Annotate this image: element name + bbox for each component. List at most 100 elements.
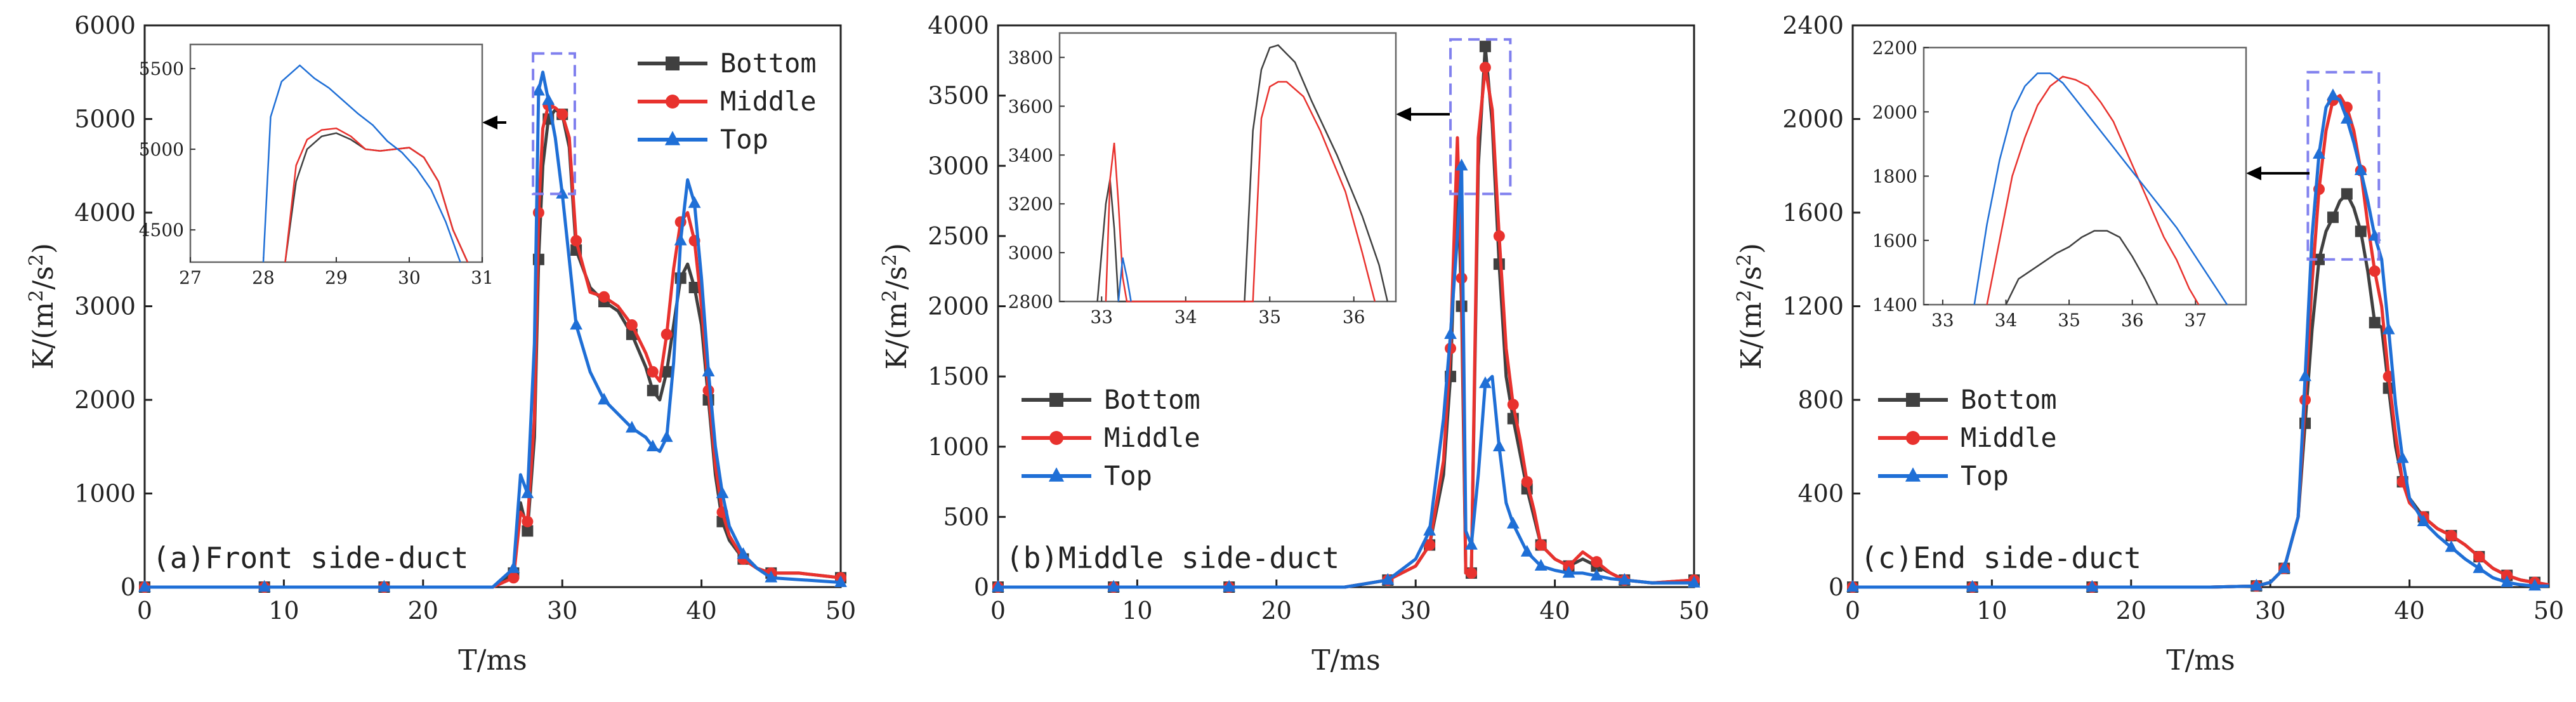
legend-label-top: Top — [1104, 460, 1152, 491]
series-point-bottom — [2327, 211, 2339, 223]
series-point-top — [2473, 561, 2486, 573]
zoom-arrow-head — [482, 116, 497, 129]
series-point-top — [2445, 540, 2458, 552]
x-tick-label: 20 — [1261, 597, 1292, 625]
x-axis-title: T/ms — [1311, 644, 1380, 677]
y-axis-title: K/(m2/s2) — [1733, 243, 1768, 369]
y-tick-label: 0 — [1829, 573, 1844, 601]
series-point-middle — [1479, 62, 1491, 74]
series-point-top — [2278, 561, 2291, 573]
legend-label-middle: Middle — [720, 86, 817, 117]
zoom-arrow-head — [2246, 166, 2261, 180]
x-tick-label: 40 — [686, 597, 716, 625]
inset-x-tick-label: 30 — [398, 267, 421, 288]
x-tick-label: 0 — [1845, 597, 1860, 625]
series-point-top — [1562, 566, 1575, 578]
inset-line-top — [262, 64, 461, 263]
y-tick-label: 2000 — [928, 293, 989, 321]
legend-label-bottom: Bottom — [1961, 384, 2057, 415]
series-point-top — [1492, 439, 1506, 451]
panel-1: 0 10 20 30 40 5005001000150020002500300035004… — [879, 11, 1709, 677]
x-tick-label: 40 — [1539, 597, 1570, 625]
series-point-top — [834, 575, 847, 587]
series-point-top — [2354, 163, 2367, 175]
series-point-bottom — [2355, 225, 2367, 237]
legend-marker-top — [664, 131, 681, 145]
legend-marker-top — [1905, 467, 1921, 482]
panel-2: 0 10 20 30 40 50 0 400 800 1200 1600 2000 2400 T/ms K/… — [1733, 11, 2564, 677]
inset-y-tick-label: 5500 — [139, 58, 184, 79]
series-point-middle — [1507, 399, 1519, 411]
inset: 27 28 29 30 31 4500 5000 5500 — [139, 43, 494, 288]
series-point-top — [1223, 579, 1236, 592]
series-point-middle — [598, 291, 610, 303]
series-point-middle — [508, 572, 520, 584]
legend-marker-middle — [666, 95, 680, 109]
series-line-middle — [998, 65, 1695, 589]
x-tick-label: 30 — [1400, 597, 1431, 625]
series-point-middle — [1465, 567, 1477, 579]
zoom-box — [532, 52, 576, 195]
series-point-top — [992, 579, 1004, 592]
inset-x-tick-label: 29 — [325, 267, 348, 288]
series-point-bottom — [660, 366, 673, 378]
series-point-top — [2396, 451, 2409, 463]
series-point-top — [2382, 322, 2395, 334]
legend-label-bottom: Bottom — [720, 48, 817, 79]
series-point-middle — [1493, 230, 1505, 242]
y-tick-label: 4000 — [928, 11, 989, 39]
inset-line-middle — [284, 127, 469, 263]
panel-0: 0 10 20 30 40 50 0 1000 2000 3000 4000 5000 6000 T/ms… — [25, 11, 856, 677]
legend-label-top: Top — [720, 124, 768, 155]
series-point-top — [1107, 579, 1120, 592]
inset-y-tick-label: 3000 — [1008, 242, 1053, 263]
series-point-middle — [647, 366, 659, 378]
series-point-top — [1444, 327, 1457, 339]
y-axis-title: K/(m2/s2) — [879, 243, 913, 369]
legend-marker-top — [1048, 467, 1065, 482]
x-tick-label: 10 — [1122, 597, 1152, 625]
series-point-bottom — [2313, 253, 2325, 265]
series-point-top — [598, 392, 610, 405]
series-point-top — [674, 234, 687, 246]
y-tick-label: 2500 — [928, 222, 989, 250]
panel-label: (a)Front side-duct — [152, 541, 469, 575]
inset-y-tick-label: 3800 — [1008, 47, 1053, 68]
legend-marker-middle — [1906, 431, 1920, 445]
series-point-top — [1423, 524, 1436, 536]
series-point-top — [2299, 369, 2311, 381]
series-point-top — [2313, 147, 2325, 159]
x-axis-title: T/ms — [458, 644, 527, 677]
inset-x-tick-label: 34 — [1995, 310, 2018, 331]
series-point-middle — [1424, 539, 1436, 551]
series-point-top — [1590, 569, 1603, 581]
series-point-top — [765, 571, 778, 583]
series-point-top — [570, 317, 583, 330]
series-point-bottom — [674, 272, 687, 284]
y-tick-label: 0 — [121, 573, 136, 601]
series-point-middle — [1521, 476, 1533, 488]
series-point-top — [2327, 88, 2339, 100]
series-point-middle — [626, 319, 638, 331]
series-point-middle — [522, 515, 534, 527]
legend-label-top: Top — [1961, 460, 2009, 491]
y-tick-label: 400 — [1797, 480, 1844, 508]
series-point-middle — [660, 328, 673, 340]
x-tick-label: 30 — [547, 597, 577, 625]
series-point-top — [688, 196, 701, 208]
inset-x-tick-label: 33 — [1931, 310, 1954, 331]
inset-x-tick-label: 35 — [2058, 310, 2080, 331]
y-tick-label: 500 — [943, 503, 989, 531]
inset-y-tick-label: 2000 — [1872, 102, 1917, 123]
y-tick-label: 800 — [1797, 386, 1844, 414]
inset-x-tick-label: 35 — [1258, 307, 1281, 328]
inset-y-tick-label: 3400 — [1008, 145, 1053, 166]
series-point-top — [2500, 575, 2514, 587]
zoom-arrow-head — [1396, 107, 1411, 121]
series-point-top — [507, 561, 520, 573]
inset-frame — [1058, 32, 1397, 303]
x-tick-label: 50 — [2533, 597, 2564, 625]
zoom-box — [2306, 70, 2381, 261]
series-point-middle — [2445, 529, 2457, 541]
series-point-bottom — [688, 282, 700, 293]
